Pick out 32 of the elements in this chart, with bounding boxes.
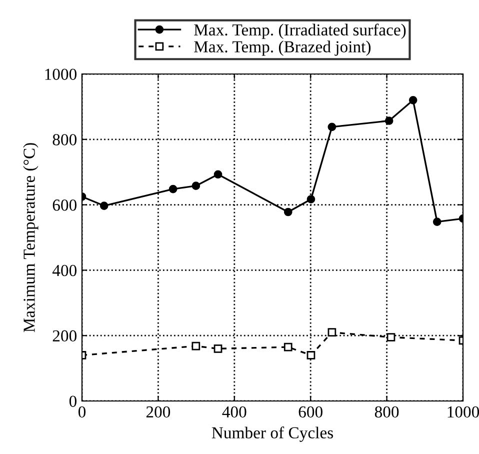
x-tick-label: 200	[146, 406, 170, 418]
x-axis-title: Number of Cycles	[212, 426, 333, 442]
x-tick-label: 1000	[448, 406, 479, 418]
point	[384, 116, 394, 125]
point	[432, 218, 442, 226]
y-tick-label: 1000	[45, 68, 77, 80]
point	[100, 202, 108, 210]
y-tick-label: 800	[52, 134, 77, 146]
point	[168, 184, 178, 194]
y-tick-label: 0	[69, 396, 77, 407]
point	[214, 170, 222, 179]
x-tick-label: 600	[298, 406, 322, 418]
point	[192, 342, 200, 350]
point	[328, 122, 336, 132]
legend-label: Max. Temp. (Irradiated surface)	[194, 24, 406, 39]
point	[306, 195, 316, 204]
point	[408, 96, 418, 104]
point	[386, 333, 396, 342]
y-tick-label: 400	[52, 264, 77, 276]
point	[284, 342, 292, 352]
point	[306, 351, 316, 360]
x-tick-label: 800	[374, 406, 399, 418]
legend-label: Max. Temp. (Brazed joint)	[194, 40, 371, 56]
point	[328, 328, 336, 336]
point	[214, 344, 222, 353]
point	[192, 182, 200, 190]
y-tick-label: 600	[52, 200, 77, 211]
y-tick-label: 200	[52, 330, 77, 342]
y-axis-title: Maximum Temperature (°C)	[23, 143, 38, 332]
x-tick-label: 400	[222, 406, 246, 418]
point	[284, 208, 292, 216]
x-tick-label: 0	[78, 406, 86, 418]
